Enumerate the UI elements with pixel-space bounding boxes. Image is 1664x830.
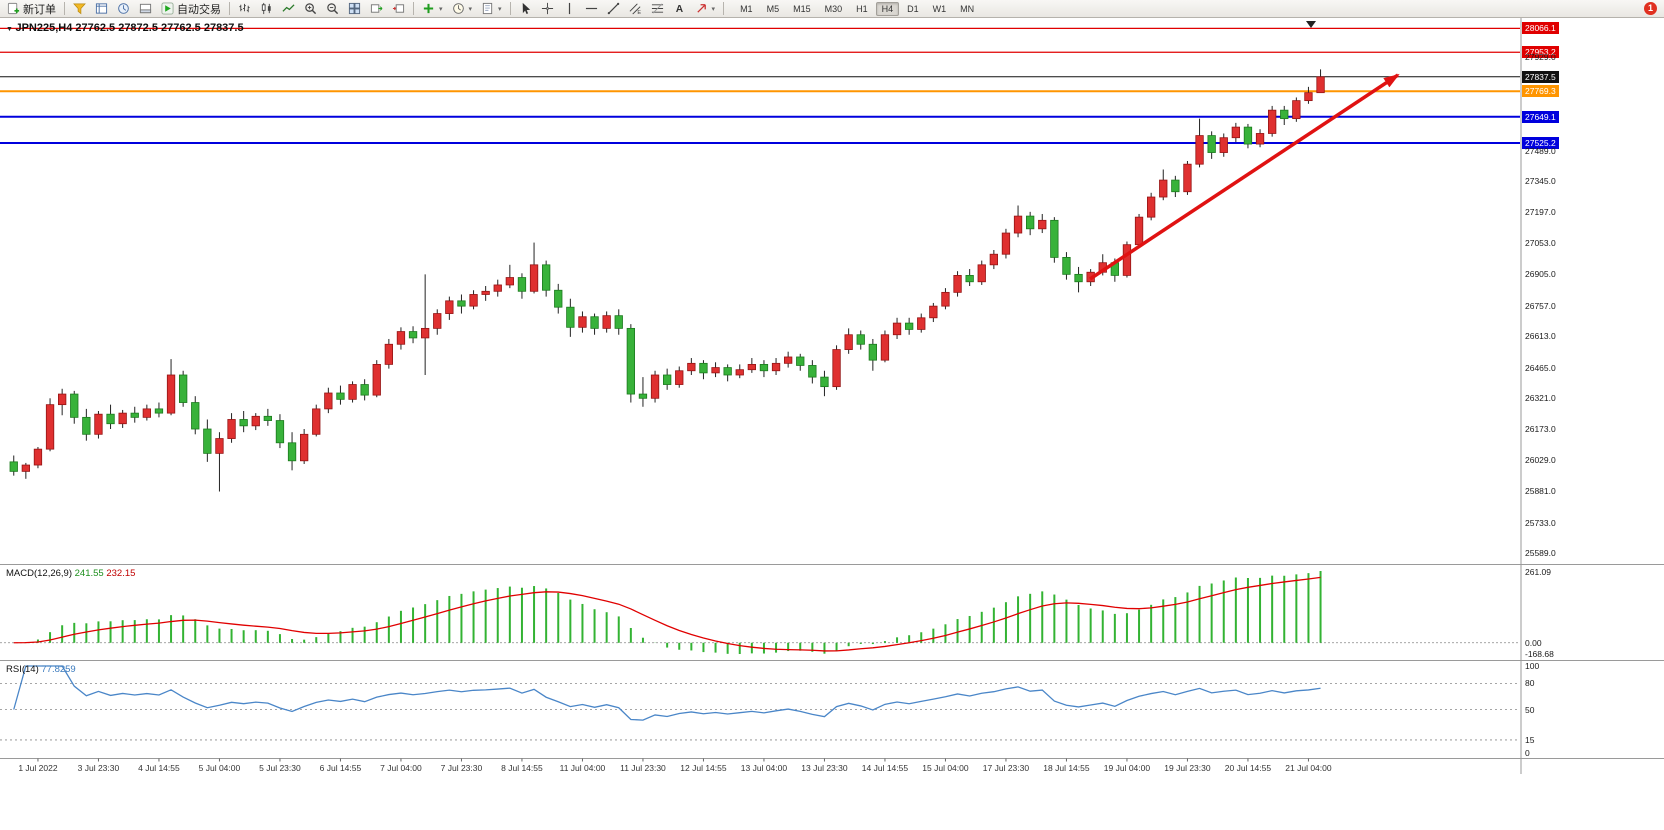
crosshair-icon [541,2,553,15]
main-toolbar: 新订单 自动交易 ▾ ▾ ▾ E A ▾ M1 M5 M15 M30 H1 H4 D1 W1 M… [0,0,1664,18]
template-icon [482,2,493,15]
timeframe-group: M1 M5 M15 M30 H1 H4 D1 W1 MN [734,1,980,16]
data-window-button[interactable] [91,1,112,17]
terminal-icon [139,3,152,14]
new-order-icon [7,2,20,15]
chart-window[interactable]: ▼ JPN225,H4 27762.5 27872.5 27762.5 2783… [0,18,1664,830]
tile-windows-icon [348,2,361,15]
auto-trading-label: 自动交易 [177,3,221,16]
new-order-label: 新订单 [23,3,56,16]
toolbar-separator [723,2,725,15]
bar-chart-icon [239,3,250,13]
chart-shift-icon [392,4,405,13]
fibonacci-button[interactable] [647,1,668,17]
text-icon: A [675,4,683,15]
data-window-icon [95,3,108,14]
candlestick-series [9,69,1325,492]
timeframe-h4-button[interactable]: H4 [875,1,900,16]
clock-icon [452,3,464,14]
notification-icon[interactable]: 1 [1644,2,1657,15]
crosshair-button[interactable] [537,1,558,17]
candlestick-chart-icon [261,2,271,15]
tile-windows-button[interactable] [344,1,365,17]
chart-canvas[interactable] [0,18,1664,830]
zoom-out-icon [327,3,339,15]
toolbar-separator [509,2,511,15]
vertical-line-button[interactable] [559,1,580,17]
fibonacci-icon [651,3,663,14]
indicators-dropdown-icon: ▾ [439,5,443,13]
toolbar-separator [64,2,65,15]
timeframe-w1-button[interactable]: W1 [932,3,947,14]
horizontal-line-button[interactable] [581,1,602,17]
arrows-button[interactable]: ▾ [691,1,720,17]
macd-histogram [24,571,1322,654]
time-axis[interactable] [0,759,1520,775]
history-center-icon [118,3,129,14]
equidistant-channel-icon: E [629,3,641,15]
timeframe-m15-button[interactable]: M15 [793,3,811,14]
templates-button[interactable]: ▾ [477,1,506,17]
candlestick-chart-button[interactable] [256,1,277,17]
templates-dropdown-icon: ▾ [498,5,502,13]
rsi-line [13,665,1321,721]
pane-splitter-rsi[interactable] [0,658,1664,663]
horizontal-line-icon [585,7,597,10]
trendline-icon [607,2,619,15]
toolbar-separator [413,2,414,15]
periods-dropdown-icon: ▾ [468,5,473,13]
line-chart-icon [282,4,295,12]
cursor-icon [522,2,530,14]
svg-text:E: E [637,10,641,15]
indicators-button[interactable]: ▾ [418,1,447,17]
svg-text:A: A [675,4,683,15]
pane-splitter-macd[interactable] [0,562,1664,567]
auto-trading-button[interactable]: 自动交易 [157,1,225,17]
trend-arrow [1089,73,1400,281]
timeframe-m1-button[interactable]: M1 [740,3,753,14]
macd-signal-line [13,576,1321,652]
timeframe-m5-button[interactable]: M5 [766,3,780,14]
zoom-in-icon [305,3,317,15]
vertical-line-icon [568,2,570,15]
zoom-out-button[interactable] [322,1,343,17]
periods-button[interactable]: ▾ [448,1,477,17]
terminal-button[interactable] [135,1,156,17]
auto-scroll-button[interactable] [366,1,387,17]
timeframe-h1-button[interactable]: H1 [856,3,868,14]
chart-shift-button[interactable] [388,1,409,17]
auto-scroll-icon [370,4,383,13]
arrows-dropdown-icon: ▾ [711,5,716,13]
chart-shift-marker [1306,21,1316,28]
new-order-button[interactable]: 新订单 [3,1,60,17]
text-button[interactable]: A [669,1,690,17]
toolbar-separator [229,2,230,15]
line-chart-button[interactable] [278,1,299,17]
trendline-button[interactable] [603,1,624,17]
bar-chart-button[interactable] [234,1,255,17]
arrow-tool-icon [696,4,706,13]
timeframe-mn-button[interactable]: MN [960,3,975,14]
timeframe-d1-button[interactable]: D1 [907,3,919,14]
indicators-icon [423,3,434,14]
market-watch-icon [73,3,86,15]
zoom-in-button[interactable] [300,1,321,17]
auto-trading-icon [161,2,174,15]
channel-button[interactable]: E [625,1,646,17]
cursor-button[interactable] [515,1,536,17]
market-watch-button[interactable] [69,1,90,17]
history-center-button[interactable] [113,1,134,17]
timeframe-m30-button[interactable]: M30 [824,3,843,14]
